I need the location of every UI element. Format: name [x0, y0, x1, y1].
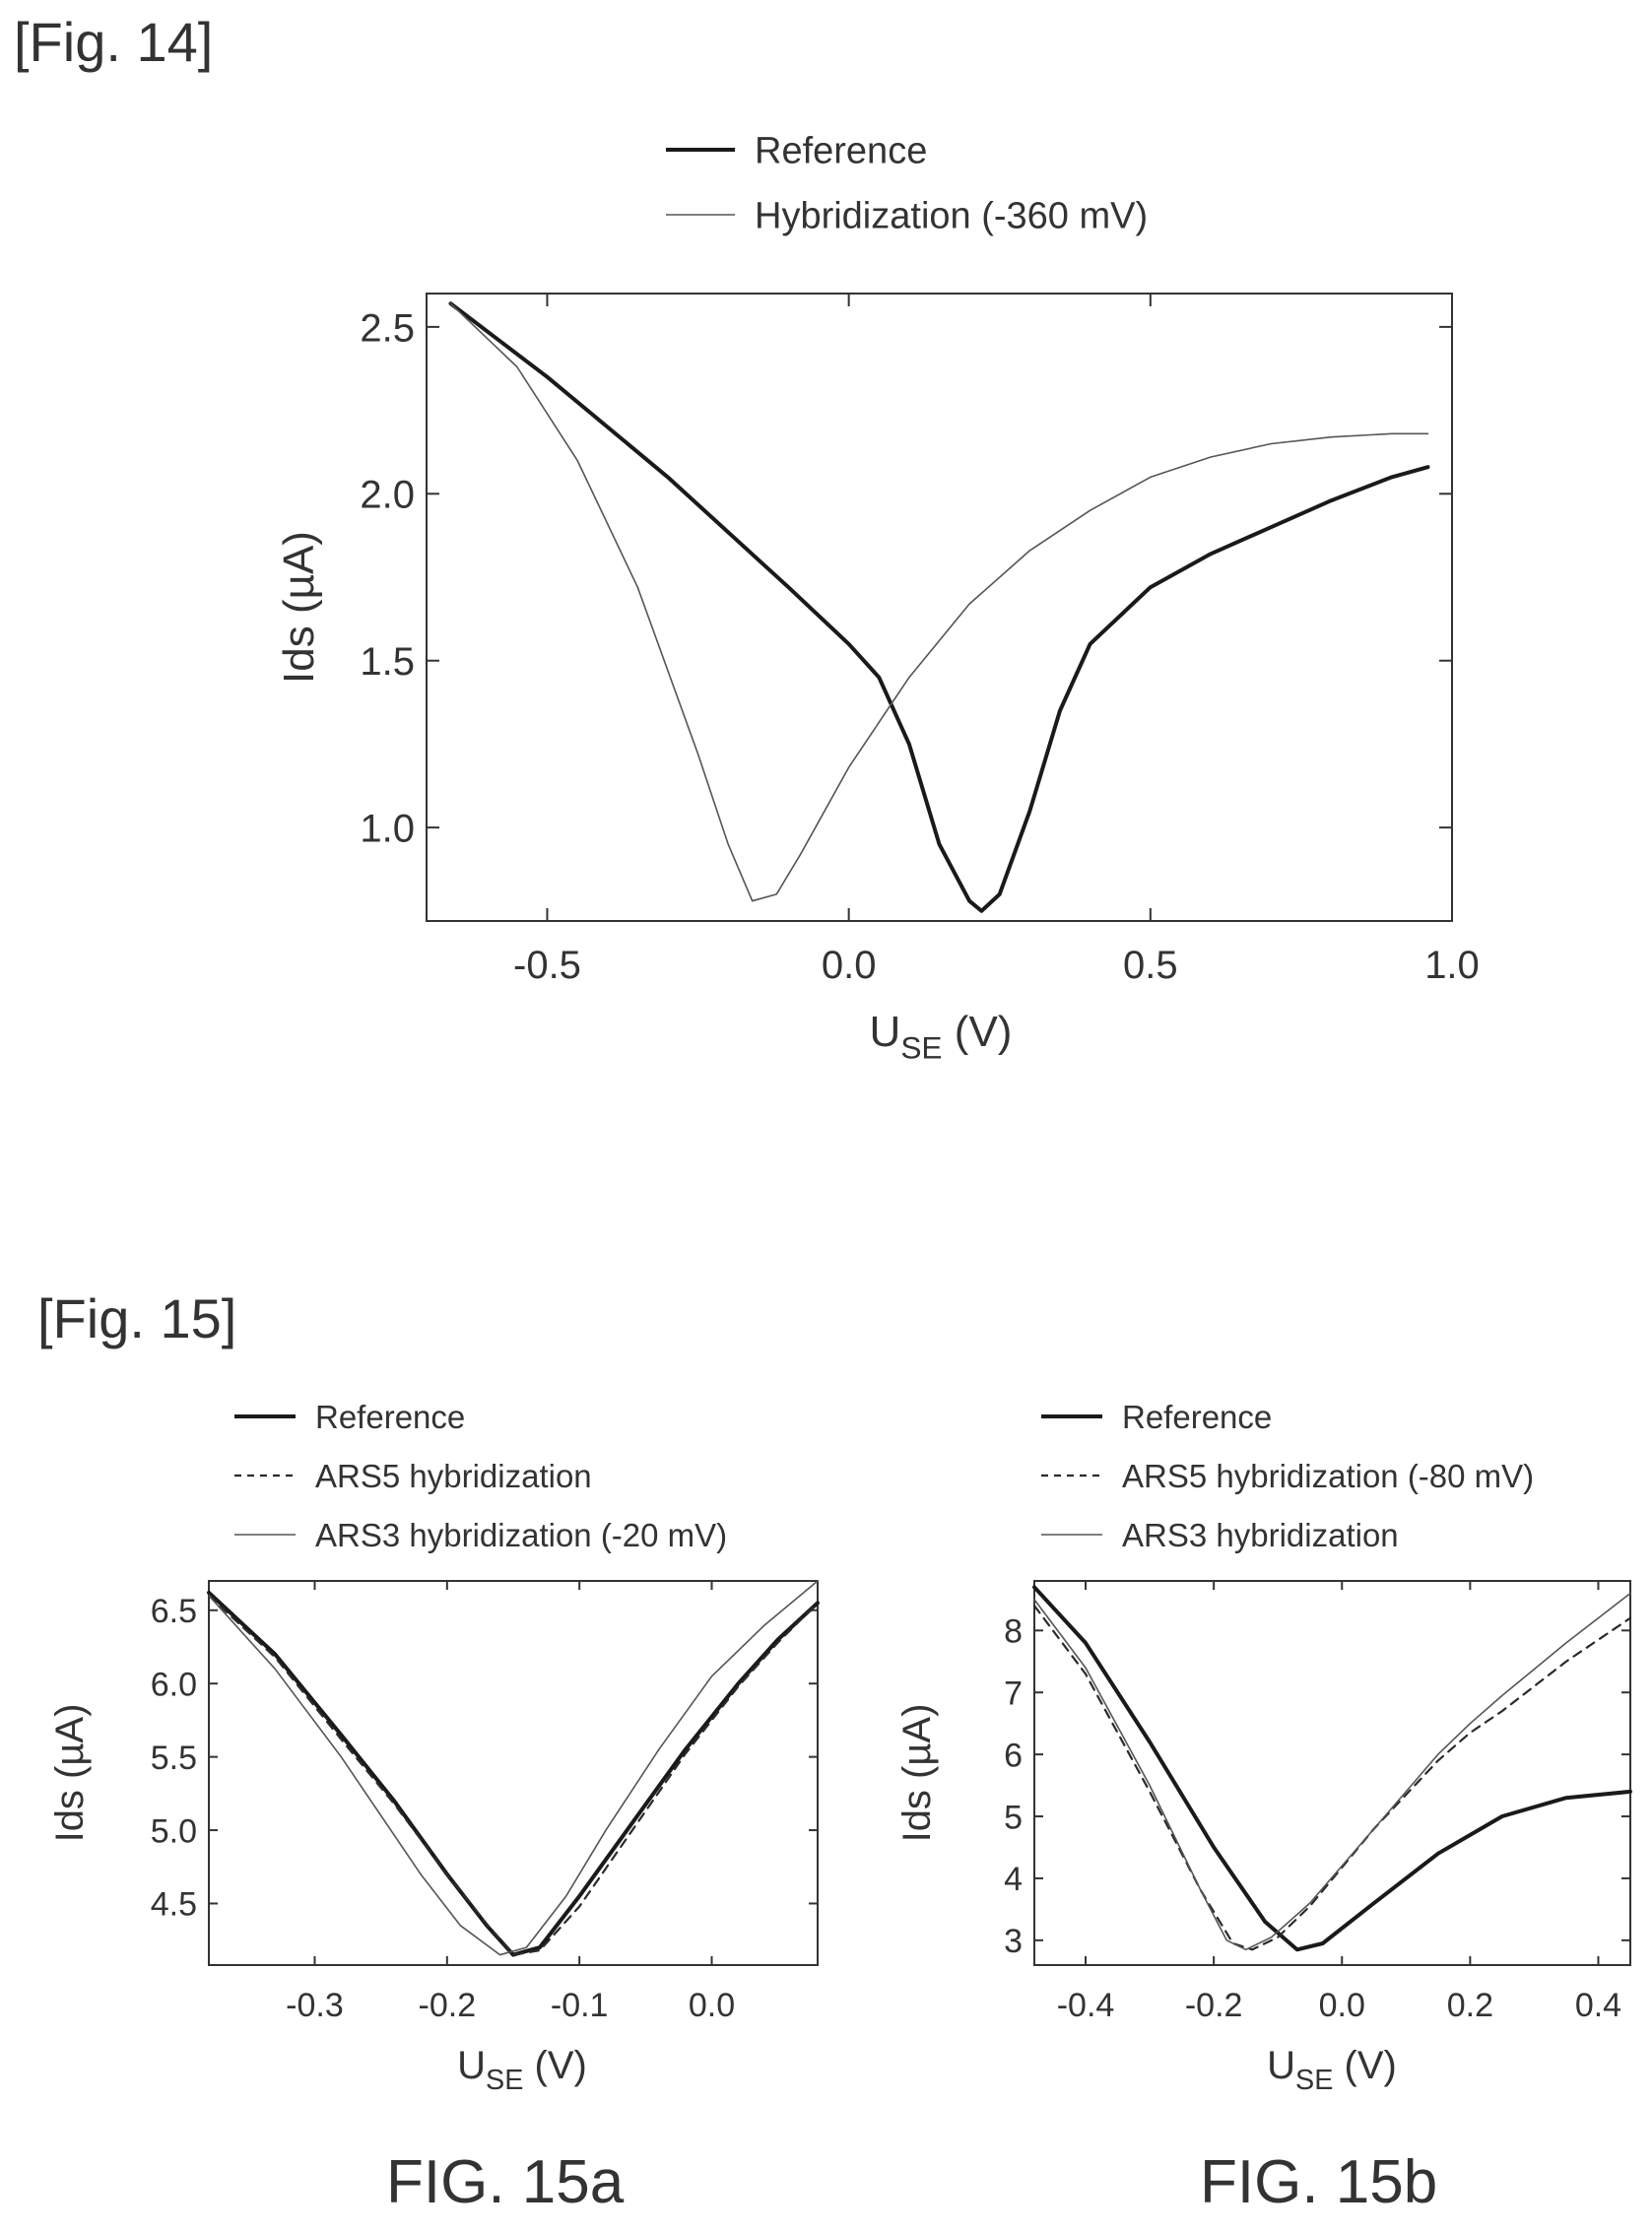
- fig14-x-tick-label: -0.5: [513, 944, 581, 987]
- fig15-label: [Fig. 15]: [37, 1287, 237, 1349]
- fig15a-series-line-2: [207, 1594, 820, 1956]
- fig15b-y-tick-label: 7: [1004, 1675, 1023, 1712]
- fig15b-legend-label-3: ARS3 hybridization: [1122, 1517, 1399, 1553]
- fig15a-x-tick-label: -0.1: [551, 1987, 609, 2024]
- fig15b-y-tick-label: 6: [1004, 1737, 1023, 1774]
- fig15a-x-tick-label: -0.3: [286, 1987, 344, 2024]
- fig15a-plot-frame: [208, 1580, 819, 1966]
- fig15b-y-axis-title: Ids (µA): [895, 1704, 939, 1843]
- fig15a-series-line-1: [207, 1590, 820, 1957]
- fig14-series-line-1: [448, 301, 1430, 913]
- fig15a-x-tick-label: -0.2: [419, 1987, 477, 2024]
- fig14-x-tick-label: 1.0: [1424, 944, 1480, 987]
- fig15b-y-tick-label: 3: [1004, 1923, 1023, 1960]
- fig15a-y-tick-label: 5.0: [151, 1812, 197, 1850]
- fig15b-series-line-1: [1032, 1585, 1632, 1952]
- fig15b-plot-frame: [1033, 1580, 1631, 1966]
- fig15a-legend-label-2: ARS5 hybridization: [315, 1458, 592, 1494]
- fig15b-x-axis-title: USE (V): [1267, 2044, 1397, 2096]
- fig15a-x-axis-title: USE (V): [457, 2044, 587, 2096]
- fig14-chart: -0.5 0.0 0.5 1.0 1.0 1.5 2.0 2.5 Ids (µA) USE (V)…: [275, 131, 1480, 1066]
- fig14-y-tick-label: 1.0: [360, 808, 415, 851]
- fig14-label: [Fig. 14]: [14, 11, 214, 73]
- fig15b-x-tick-label: 0.4: [1575, 1987, 1621, 2024]
- fig14-y-tick-label: 2.5: [360, 306, 415, 350]
- fig15b-chart: -0.4 -0.2 0.0 0.2 0.4 3 4 5 6 7 8 Ids (µA) USE (V) Re…: [895, 1399, 1632, 2096]
- fig15a-legend-label-1: Reference: [315, 1399, 465, 1435]
- fig14-y-axis-title: Ids (µA): [275, 531, 323, 684]
- fig14-legend-label-1: Reference: [755, 131, 927, 172]
- fig15b-y-tick-label: 8: [1004, 1613, 1023, 1651]
- fig14-series-line-2: [449, 302, 1429, 902]
- fig15b-caption: FIG. 15b: [1200, 2148, 1438, 2216]
- fig15a-y-axis-title: Ids (µA): [48, 1704, 92, 1843]
- fig15b-series-line-3: [1033, 1592, 1631, 1951]
- fig15a-legend-label-3: ARS3 hybridization (-20 mV): [315, 1517, 727, 1553]
- fig15a-y-tick-label: 6.5: [151, 1593, 197, 1630]
- fig15b-x-tick-label: 0.2: [1447, 1987, 1493, 2024]
- fig14-y-tick-label: 2.0: [360, 474, 415, 517]
- fig15a-y-tick-label: 6.0: [151, 1666, 197, 1703]
- fig14-x-tick-label: 0.5: [1123, 944, 1178, 987]
- fig15b-legend-label-1: Reference: [1122, 1399, 1272, 1435]
- fig14-legend-label-2: Hybridization (-360 mV): [755, 196, 1148, 237]
- fig15b-series-line-2: [1032, 1605, 1632, 1951]
- fig15a-caption: FIG. 15a: [386, 2148, 625, 2216]
- fig14-y-tick-label: 1.5: [360, 640, 415, 684]
- fig15a-y-tick-label: 4.5: [151, 1886, 197, 1924]
- fig14-x-tick-label: 0.0: [822, 944, 877, 987]
- fig15a-x-tick-label: 0.0: [689, 1987, 735, 2024]
- fig15b-x-tick-label: -0.2: [1185, 1987, 1243, 2024]
- fig15b-x-tick-label: -0.4: [1057, 1987, 1115, 2024]
- fig15b-x-tick-label: 0.0: [1319, 1987, 1365, 2024]
- fig15b-legend-label-2: ARS5 hybridization (-80 mV): [1122, 1458, 1534, 1494]
- fig15a-series-line-3: [208, 1580, 819, 1956]
- fig15a-y-tick-label: 5.5: [151, 1740, 197, 1777]
- fig14-plot-frame: [426, 293, 1453, 922]
- fig15b-y-tick-label: 5: [1004, 1799, 1023, 1836]
- fig14-x-axis-title: USE (V): [870, 1008, 1013, 1065]
- fig15b-y-tick-label: 4: [1004, 1861, 1023, 1898]
- fig15a-chart: -0.3 -0.2 -0.1 0.0 4.5 5.0 5.5 6.0 6.5 Ids (µA) US…: [48, 1399, 820, 2096]
